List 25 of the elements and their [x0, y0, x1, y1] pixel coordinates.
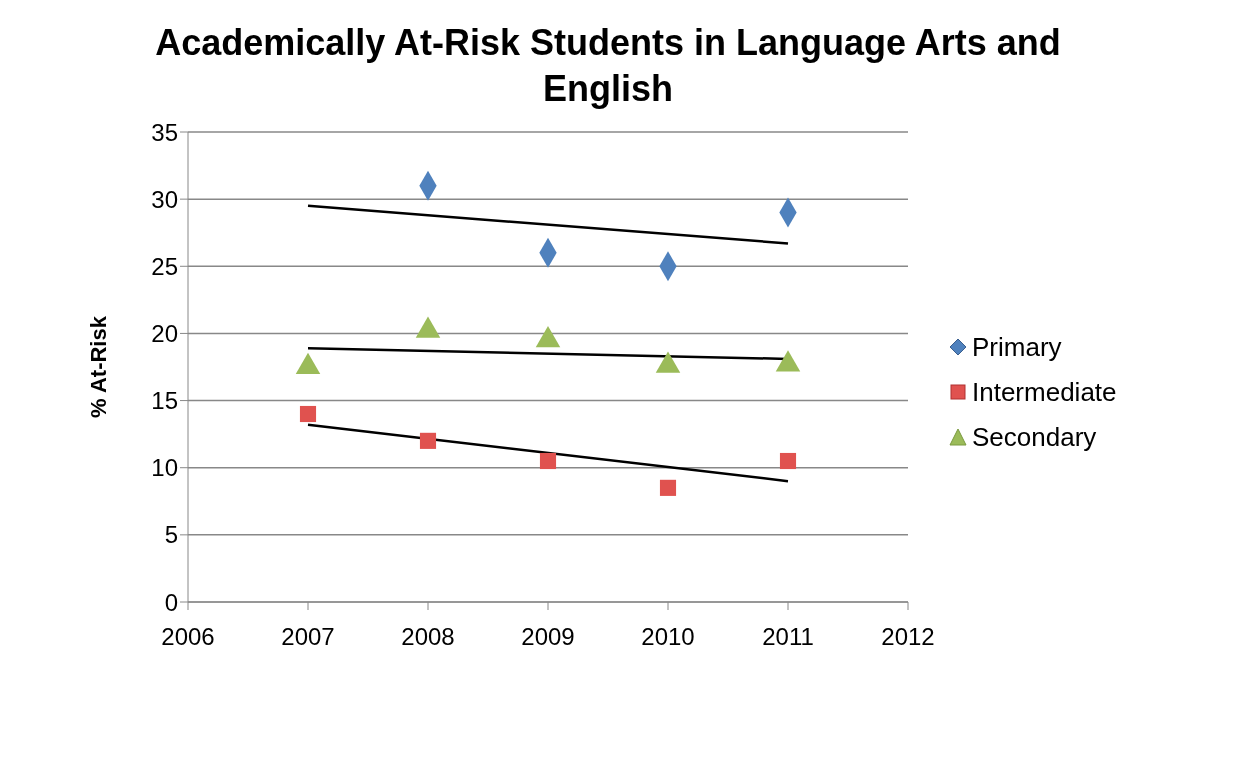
chart-title: Academically At-Risk Students in Language Arts and English	[154, 21, 1062, 111]
x-tick-label: 2007	[281, 623, 335, 651]
x-tick-label: 2011	[762, 623, 814, 651]
y-tick-label: 10	[151, 454, 178, 482]
legend-label: Primary	[971, 331, 1063, 363]
y-tick-label: 0	[164, 588, 178, 616]
x-tick-label: 2008	[401, 623, 455, 651]
point	[539, 452, 557, 470]
point	[779, 452, 797, 470]
y-tick-label: 15	[151, 387, 178, 415]
x-tick-label: 2010	[641, 623, 695, 651]
x-tick-label: 2012	[881, 623, 935, 651]
y-tick-label: 20	[151, 319, 178, 347]
y-tick-label: 5	[164, 521, 178, 549]
legend-label: Intermediate	[971, 376, 1117, 408]
y-axis-title: % At-Risk	[85, 315, 111, 418]
x-tick-label: 2009	[521, 623, 575, 651]
y-tick-label: 25	[151, 252, 178, 280]
point	[299, 405, 317, 423]
y-tick-label: 35	[151, 118, 178, 146]
y-tick-label: 30	[151, 185, 178, 213]
point	[659, 479, 677, 496]
x-tick-label: 2006	[161, 623, 215, 651]
legend-label: Secondary	[971, 421, 1098, 453]
point	[419, 432, 437, 449]
